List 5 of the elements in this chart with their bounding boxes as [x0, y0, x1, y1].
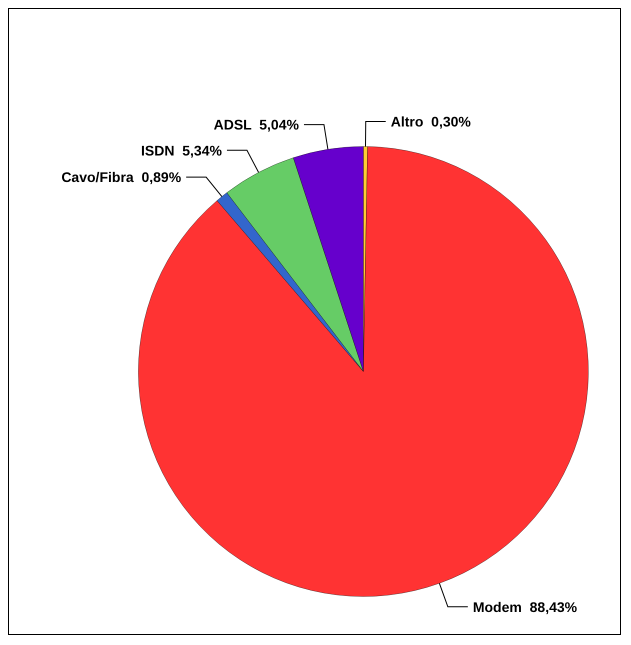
slice-label: ISDN 5,34%	[141, 142, 222, 158]
slice-label: ADSL 5,04%	[214, 116, 300, 133]
slice-label: Altro 0,30%	[390, 114, 472, 130]
slice-label: Modem 88,43%	[472, 598, 578, 615]
slice-label: Cavo/Fibra 0,89%	[61, 169, 182, 186]
